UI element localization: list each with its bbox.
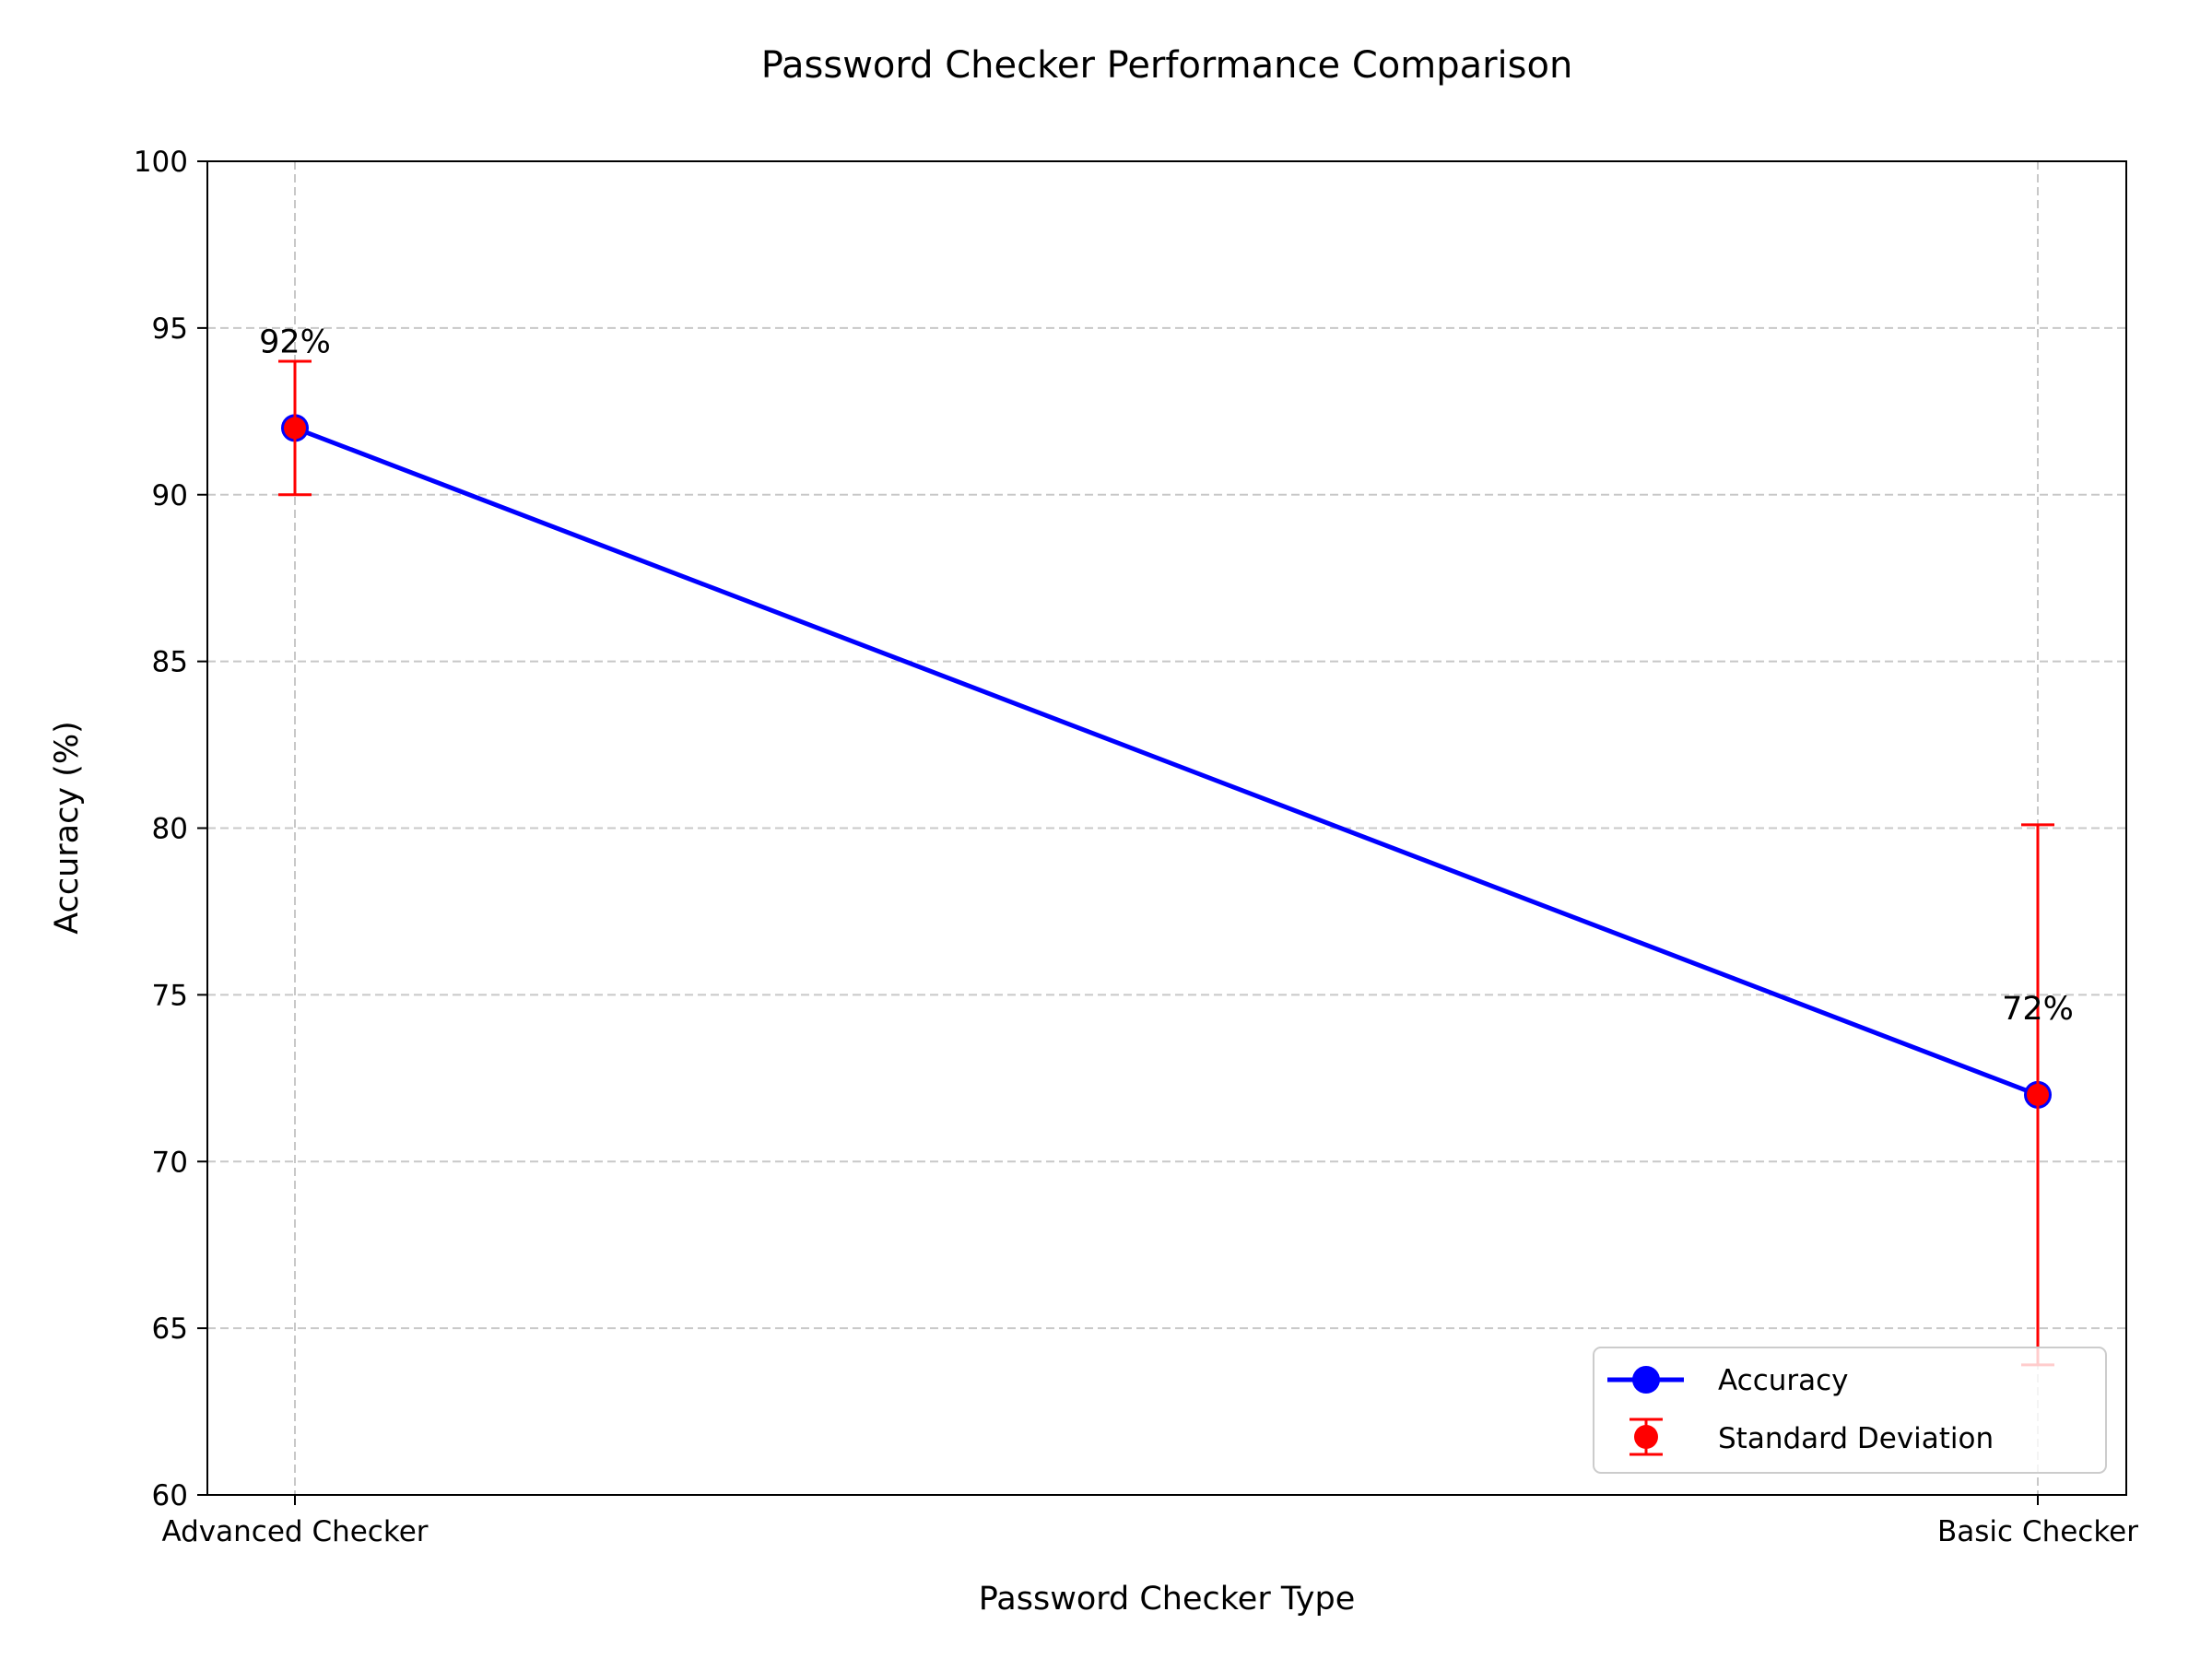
legend-accuracy-marker [1632, 1366, 1660, 1394]
legend-accuracy-label: Accuracy [1718, 1364, 1849, 1397]
y-tick-label: 65 [152, 1312, 188, 1346]
y-axis-label: Accuracy (%) [49, 721, 86, 934]
accuracy-line [294, 426, 2039, 1098]
y-tick-label: 100 [134, 146, 188, 179]
data-label: 72% [2002, 991, 2074, 1028]
series-layer: 92% 72% [259, 324, 2074, 1367]
y-tick-label: 90 [152, 479, 188, 512]
data-label: 92% [259, 324, 331, 360]
x-tick-label: Basic Checker [1937, 1515, 2138, 1548]
x-axis-label: Password Checker Type [979, 1581, 1355, 1618]
y-tick-label: 95 [152, 312, 188, 346]
y-tick-label: 80 [152, 813, 188, 846]
chart-title: Password Checker Performance Comparison [761, 44, 1573, 87]
y-tick-label: 75 [152, 979, 188, 1012]
std-dev-marker [284, 417, 306, 440]
legend-std-marker [1634, 1425, 1658, 1449]
legend-box [1593, 1347, 2107, 1474]
y-tick-label: 85 [152, 646, 188, 679]
y-tick-label: 60 [152, 1479, 188, 1512]
legend: Accuracy Standard Deviation [1593, 1347, 2107, 1474]
legend-std-label: Standard Deviation [1718, 1422, 1994, 1455]
y-tick-label: 70 [152, 1146, 188, 1179]
tick-layer: 60 65 70 75 80 85 90 95 100 Advanced Checker Basic… [134, 146, 2138, 1548]
x-tick-label: Advanced Checker [161, 1515, 428, 1548]
std-dev-marker [2027, 1083, 2049, 1106]
